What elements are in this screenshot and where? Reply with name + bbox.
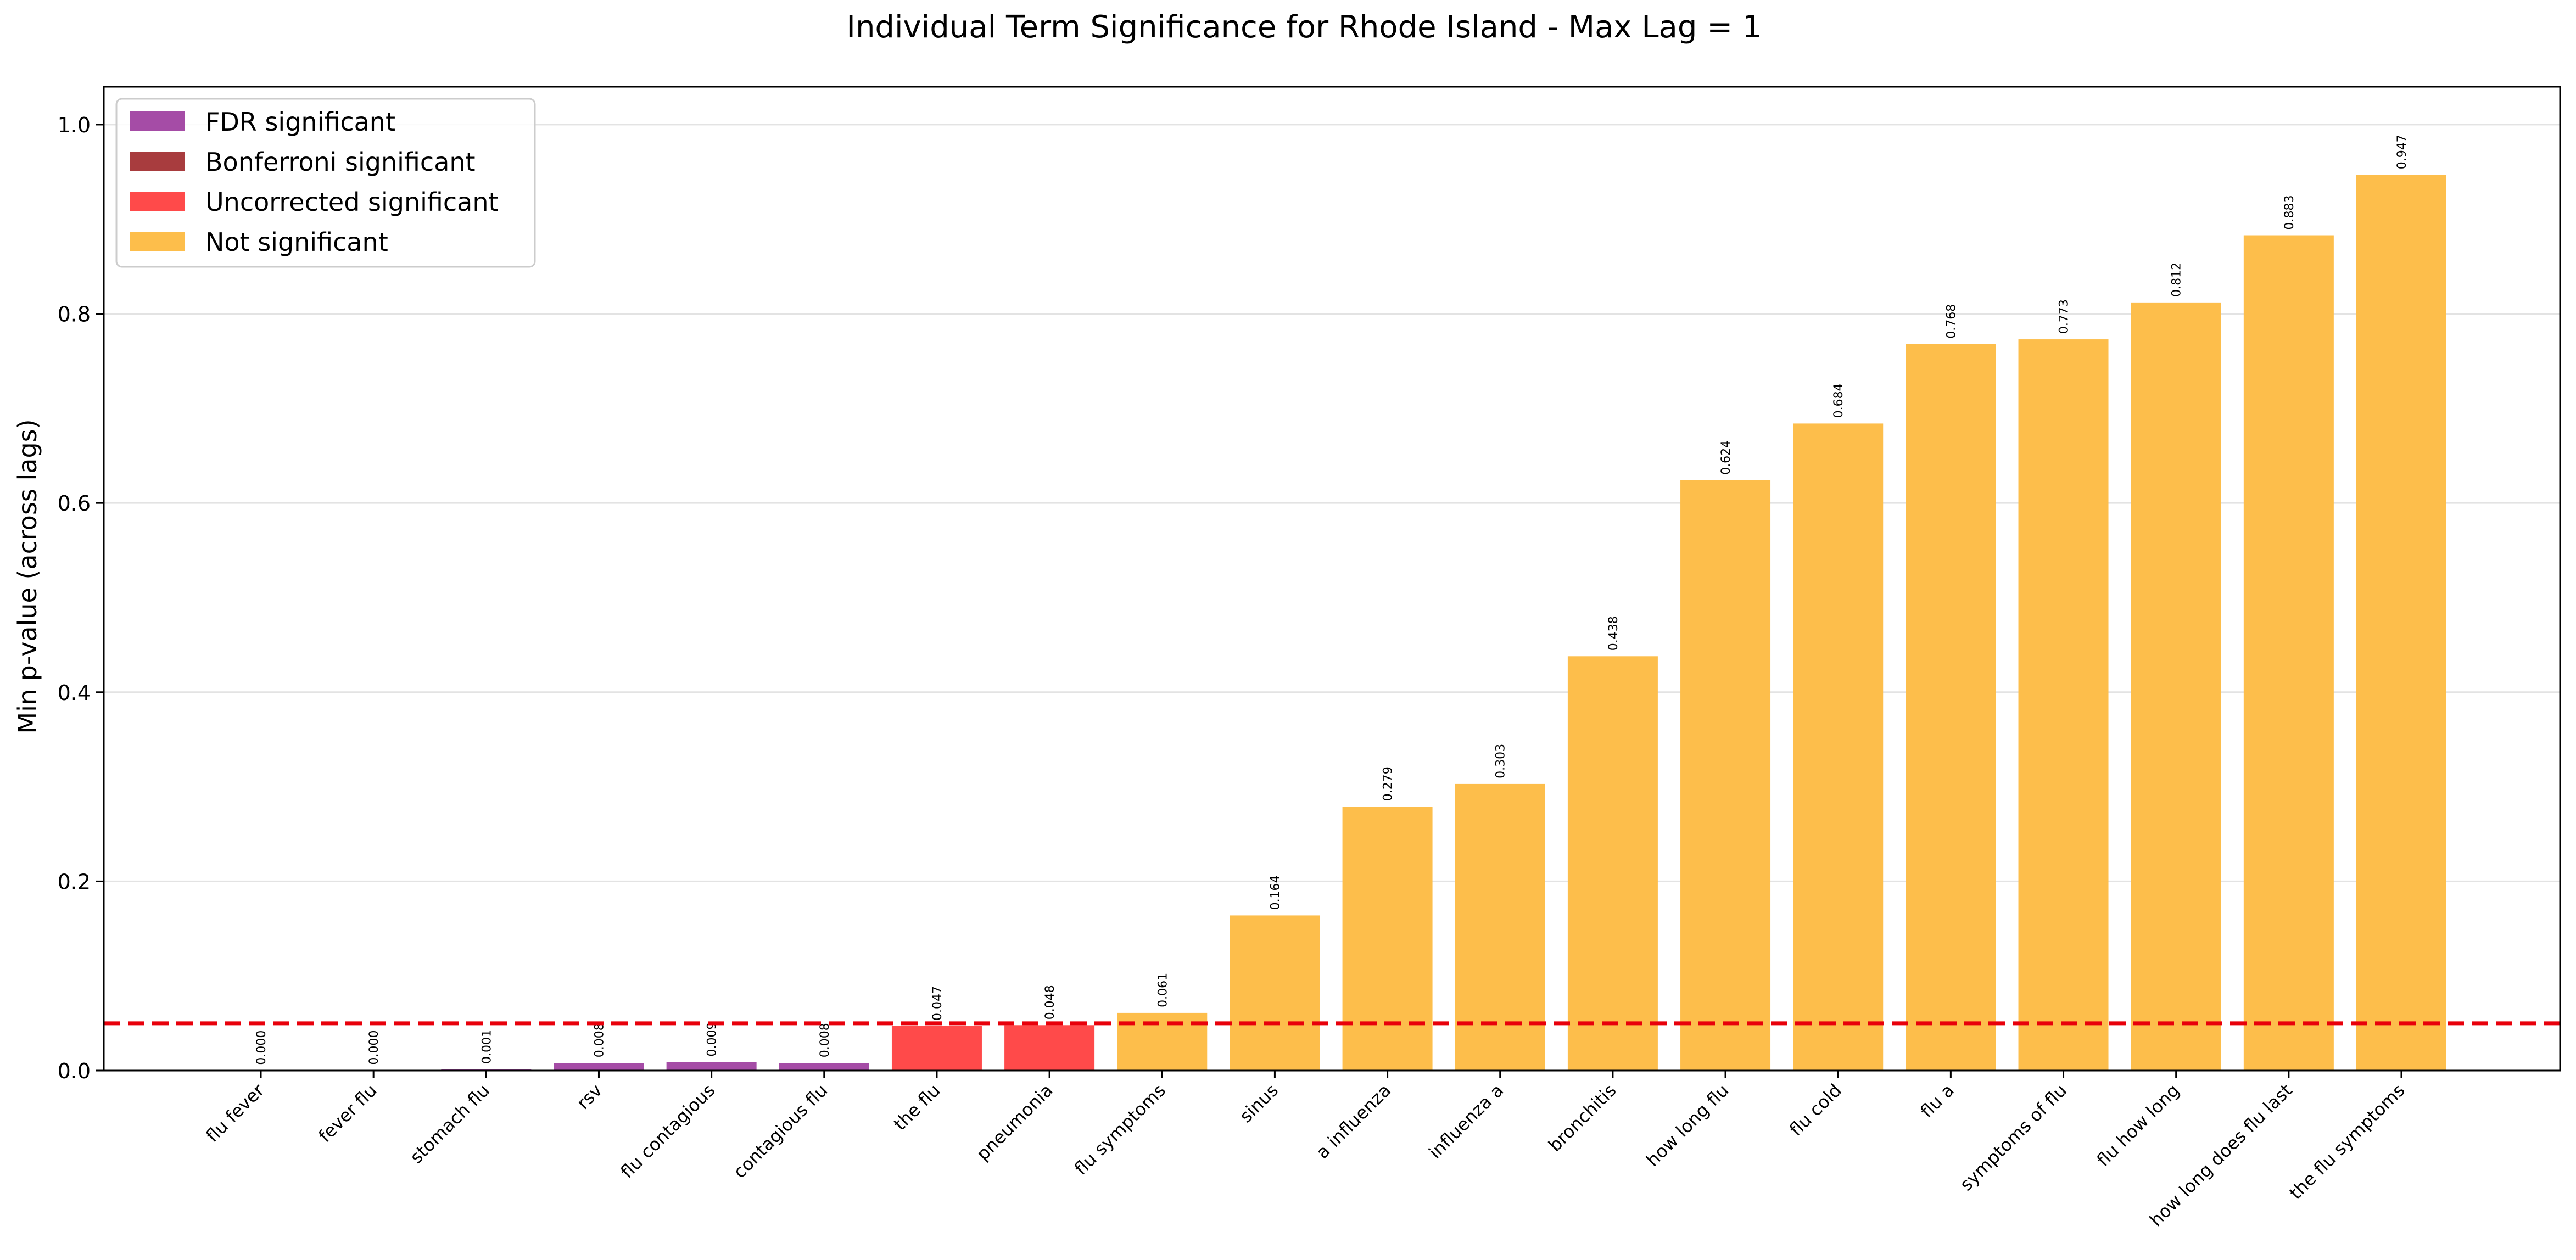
x-tick-label: flu contagious <box>617 1080 719 1183</box>
bar-value-label: 0.438 <box>1607 616 1621 651</box>
x-tick-label: contagious flu <box>729 1080 832 1183</box>
x-tick-label: stomach flu <box>406 1080 494 1168</box>
legend-label: Uncorrected significant <box>205 187 499 217</box>
bar-value-label: 0.047 <box>931 986 945 1021</box>
bar <box>779 1063 869 1071</box>
legend-label: Bonferroni significant <box>205 147 476 177</box>
bar <box>1680 480 1770 1071</box>
x-tick-label: flu how long <box>2093 1080 2183 1171</box>
x-tick-label: rsv <box>573 1080 606 1113</box>
bar <box>554 1063 644 1071</box>
x-tick-label: flu symptoms <box>1070 1080 1170 1179</box>
y-tick-label: 0.2 <box>58 870 91 894</box>
bar <box>1455 784 1545 1071</box>
y-tick-label: 0.0 <box>58 1059 91 1083</box>
x-tick-label: how long flu <box>1642 1080 1733 1171</box>
y-tick-label: 0.8 <box>58 303 91 327</box>
bar-value-label: 0.768 <box>1944 304 1958 339</box>
x-tick-label: flu fever <box>202 1079 269 1146</box>
bars <box>216 175 2446 1071</box>
x-tick-label: flu a <box>1916 1080 1959 1122</box>
bar-value-label: 0.684 <box>1832 383 1846 418</box>
x-tick-label: fever flu <box>315 1080 381 1146</box>
legend-swatch <box>130 152 185 171</box>
legend-swatch <box>130 232 185 251</box>
y-tick-label: 0.6 <box>58 491 91 516</box>
bar-value-label: 0.773 <box>2058 299 2071 334</box>
y-tick-label: 1.0 <box>58 113 91 137</box>
x-tick-label: symptoms of flu <box>1955 1080 2071 1195</box>
legend: FDR significant Bonferroni significant Unc… <box>116 99 535 267</box>
bar <box>1230 915 1320 1071</box>
bar <box>1343 807 1433 1071</box>
bar-value-label: 0.164 <box>1269 875 1282 910</box>
bar <box>2244 236 2334 1071</box>
x-axis-ticks: flu fever fever flu stomach flu rsv flu cont… <box>202 1071 2409 1230</box>
bar-value-label: 0.000 <box>255 1031 269 1065</box>
x-tick-label: influenza a <box>1424 1080 1507 1163</box>
bar-value-label: 0.303 <box>1494 744 1508 779</box>
bar-value-label: 0.001 <box>480 1029 494 1064</box>
x-tick-label: flu cold <box>1785 1080 1846 1140</box>
bar <box>667 1062 757 1071</box>
bar <box>1793 423 1883 1071</box>
bar-value-label: 0.008 <box>593 1023 606 1057</box>
bar <box>1004 1025 1094 1071</box>
bar-value-label: 0.000 <box>367 1030 381 1065</box>
legend-swatch <box>130 192 185 211</box>
bar <box>2131 303 2221 1071</box>
legend-label: Not significant <box>205 227 388 257</box>
chart-title: Individual Term Significance for Rhode I… <box>846 9 1762 45</box>
bar-value-label: 0.279 <box>1382 766 1395 801</box>
y-tick-label: 0.4 <box>58 681 91 705</box>
x-tick-label: the flu symptoms <box>2286 1080 2409 1203</box>
legend-label: FDR significant <box>205 107 395 137</box>
bar-value-label: 0.048 <box>1043 985 1057 1020</box>
x-tick-label: bronchitis <box>1544 1080 1620 1156</box>
bar <box>1568 656 1658 1071</box>
bar <box>2019 339 2109 1071</box>
y-axis-ticks: 0.0 0.2 0.4 0.6 0.8 1.0 <box>58 113 104 1083</box>
bar-value-label: 0.009 <box>706 1022 719 1057</box>
bar-value-label: 0.624 <box>1719 440 1733 475</box>
bar-value-label: 0.812 <box>2170 262 2184 297</box>
x-tick-label: a influenza <box>1312 1080 1395 1163</box>
bar-value-label: 0.061 <box>1156 973 1170 1007</box>
legend-swatch <box>130 111 185 131</box>
bar-value-label: 0.947 <box>2395 135 2409 169</box>
x-tick-label: sinus <box>1236 1080 1282 1127</box>
bar-value-label: 0.008 <box>818 1023 832 1057</box>
bar <box>2356 175 2446 1071</box>
bar <box>892 1026 982 1071</box>
bar <box>1906 344 1996 1071</box>
bar-value-label: 0.883 <box>2283 195 2296 230</box>
x-tick-label: the flu <box>890 1080 945 1135</box>
y-axis-label: Min p-value (across lags) <box>13 419 42 733</box>
x-tick-label: pneumonia <box>973 1080 1057 1164</box>
